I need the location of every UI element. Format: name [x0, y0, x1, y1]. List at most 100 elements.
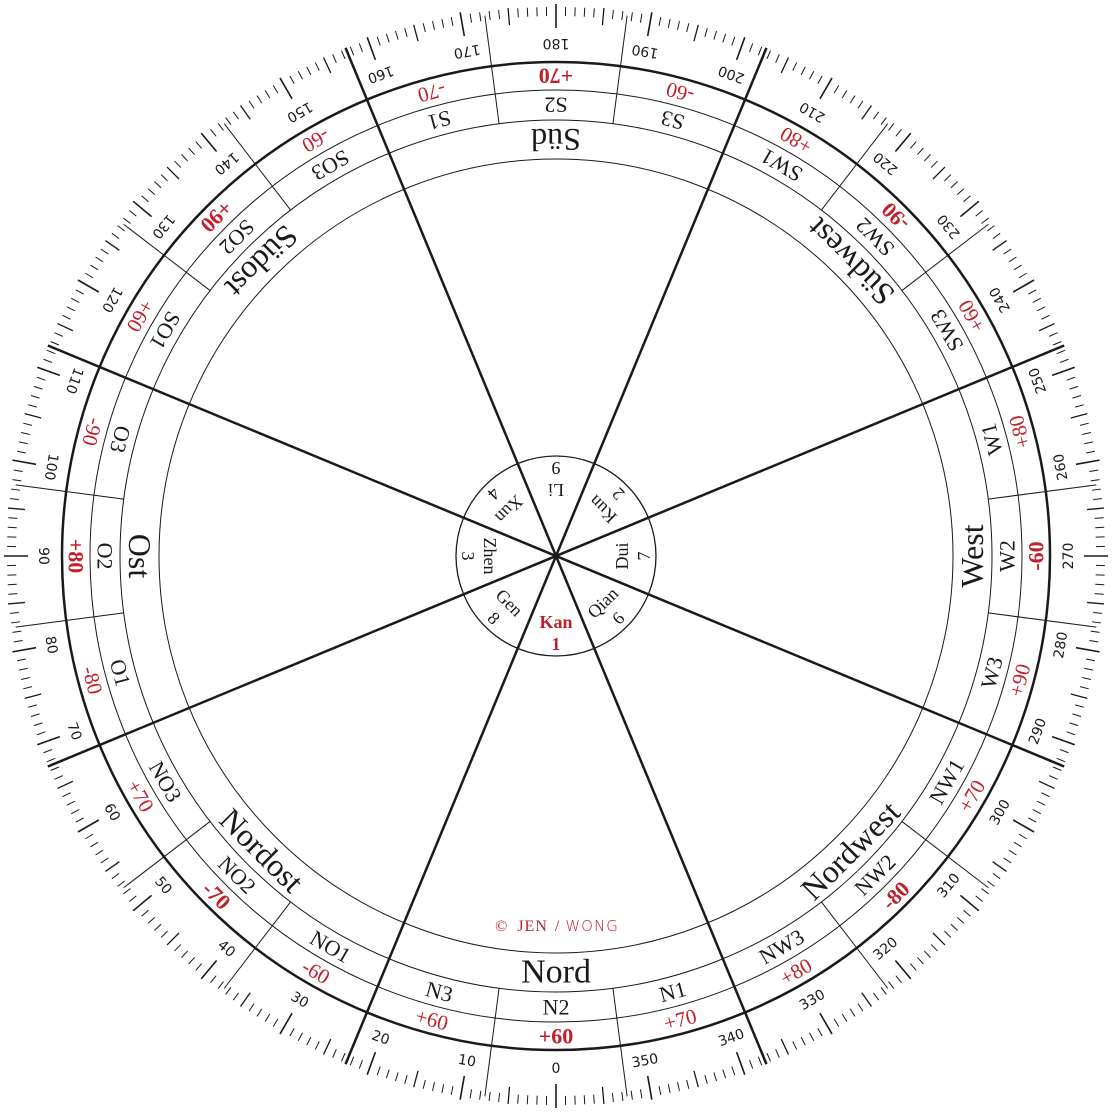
- degree-tick: [639, 1089, 643, 1099]
- watermark-part2: WONG: [565, 917, 618, 935]
- trigram-number: 3: [458, 552, 478, 561]
- degree-tick: [1056, 757, 1066, 763]
- degree-tick: [264, 1013, 271, 1022]
- value-ring: [60, 60, 1052, 1052]
- degree-tick: [111, 872, 120, 880]
- trigram-number: 6: [608, 608, 629, 629]
- trigram-number: 7: [634, 552, 654, 561]
- degree-tick: [611, 1092, 614, 1103]
- degree-tick: [1036, 306, 1046, 312]
- trigram-name: Zhen: [480, 538, 500, 575]
- degree-tick: [909, 141, 917, 149]
- degree-tick: [9, 611, 20, 614]
- mountain-label: W1: [975, 421, 1007, 458]
- degree-tick: [16, 658, 27, 662]
- mountain-value: +70: [539, 64, 574, 89]
- degree-tick: [930, 160, 938, 168]
- degree-label: 110: [62, 365, 86, 396]
- degree-tick: [322, 1038, 332, 1055]
- degree-tick: [713, 30, 717, 40]
- degree-tick: [111, 232, 120, 240]
- degree-tick: [992, 872, 1001, 880]
- mountain-divider-line: [988, 484, 1097, 500]
- degree-tick: [1018, 833, 1027, 840]
- degree-tick: [132, 200, 153, 218]
- degree-tick: [441, 1084, 445, 1094]
- degree-tick: [630, 12, 633, 22]
- degree-tick: [488, 1091, 491, 1101]
- degree-tick: [1069, 385, 1079, 390]
- degree-label: 160: [365, 62, 396, 86]
- degree-tick: [1079, 422, 1089, 426]
- degree-tick: [731, 36, 736, 46]
- degree-tick: [775, 54, 780, 63]
- degree-tick: [639, 13, 643, 23]
- degree-tick: [459, 12, 466, 37]
- degree-tick: [888, 981, 895, 989]
- degree-tick: [404, 28, 408, 38]
- degree-tick: [85, 833, 94, 840]
- degree-tick: [413, 1070, 419, 1088]
- degree-tick: [923, 950, 931, 958]
- degree-tick: [1086, 507, 1104, 511]
- degree-label: 100: [41, 452, 61, 481]
- degree-tick: [479, 1090, 482, 1100]
- degree-label: 290: [1026, 716, 1050, 747]
- degree-tick: [1032, 297, 1041, 303]
- degree-tick: [200, 132, 218, 153]
- degree-tick: [704, 1074, 708, 1084]
- degree-tick: [488, 11, 491, 21]
- degree-tick: [432, 20, 436, 30]
- degree-tick: [766, 50, 771, 60]
- degree-tick: [517, 8, 519, 18]
- degree-tick: [1018, 272, 1027, 279]
- degree-label: 240: [987, 284, 1014, 315]
- watermark: © JEN / WONG: [495, 917, 618, 935]
- degree-ticks: [4, 4, 1108, 1108]
- degree-label: 250: [1026, 365, 1050, 396]
- degree-tick: [932, 166, 946, 180]
- degree-tick: [366, 37, 377, 61]
- degree-tick: [8, 593, 18, 595]
- direction-label-nord: Nord: [521, 954, 591, 991]
- mountain-label: O1: [105, 656, 136, 688]
- degree-tick: [332, 1049, 337, 1058]
- degree-tick: [248, 1003, 255, 1012]
- degree-tick: [757, 1056, 763, 1066]
- degree-tick: [686, 23, 690, 33]
- degree-label: 60: [100, 801, 123, 824]
- degree-tick: [1082, 676, 1092, 680]
- degree-tick: [432, 1082, 436, 1092]
- degree-tick: [1032, 809, 1041, 815]
- degree-label: 0: [552, 1061, 561, 1077]
- degree-tick: [24, 693, 42, 699]
- mountain-divider-line: [988, 612, 1097, 628]
- degree-tick: [54, 332, 63, 337]
- degree-tick: [341, 50, 346, 60]
- degree-tick: [1085, 450, 1096, 454]
- degree-label: 300: [987, 797, 1014, 828]
- degree-tick: [956, 188, 965, 196]
- degree-label: 20: [369, 1028, 391, 1049]
- degree-label: 70: [63, 720, 84, 742]
- degree-tick: [1052, 766, 1062, 771]
- degree-tick: [1090, 630, 1100, 633]
- degree-tick: [593, 8, 595, 18]
- degree-tick: [188, 956, 196, 965]
- degree-tick: [154, 181, 162, 189]
- degree-tick: [71, 297, 80, 303]
- degree-tick: [217, 123, 224, 131]
- mountain-label: S2: [544, 93, 567, 118]
- degree-tick: [1041, 792, 1050, 798]
- degree-tick: [23, 686, 33, 690]
- degree-tick: [75, 289, 84, 295]
- trigram-ring: [455, 455, 657, 657]
- degree-tick: [66, 306, 76, 312]
- degree-tick: [731, 1066, 736, 1076]
- degree-tick: [950, 181, 958, 189]
- degree-label: 320: [870, 934, 901, 963]
- degree-tick: [1052, 341, 1062, 346]
- degree-tick: [880, 117, 887, 126]
- degree-tick: [62, 314, 71, 320]
- degree-tick: [8, 507, 26, 511]
